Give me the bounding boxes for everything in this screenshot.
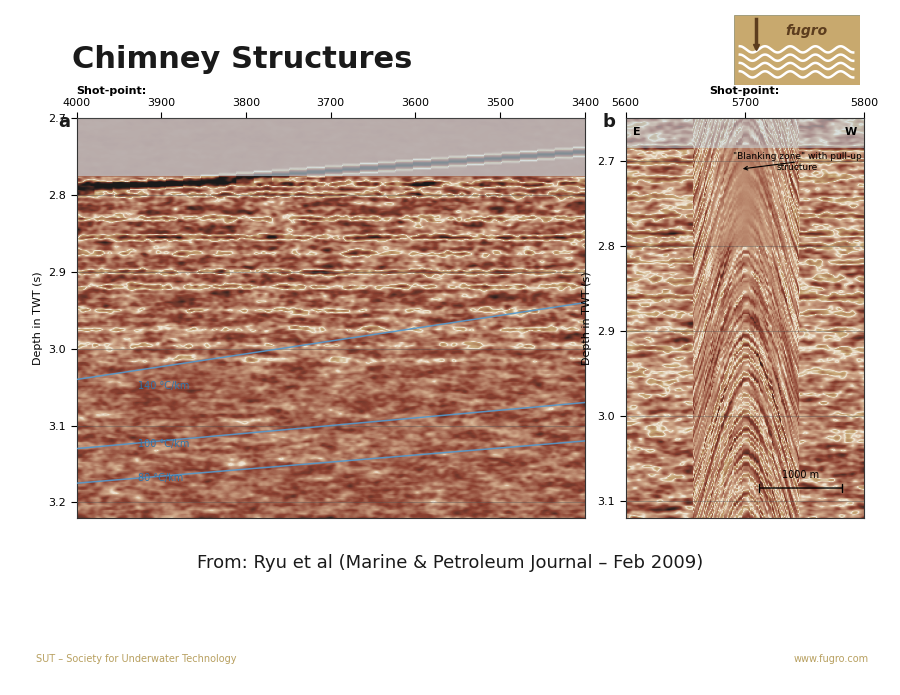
Text: a: a [58,113,70,131]
Text: fugro: fugro [786,24,828,38]
Text: Shot-point:: Shot-point: [76,86,146,96]
FancyBboxPatch shape [734,15,860,85]
Text: www.fugro.com: www.fugro.com [794,654,868,664]
Bar [76,118,585,176]
Text: Shot-point:: Shot-point: [709,86,779,96]
Text: 100 °C/km: 100 °C/km [138,439,189,448]
Bar [626,118,864,148]
Text: 1000 m: 1000 m [782,470,819,480]
Text: b: b [603,113,616,131]
Y-axis label: Depth in TWT (s): Depth in TWT (s) [581,271,591,365]
Text: From: Ryu et al (Marine & Petroleum Journal – Feb 2009): From: Ryu et al (Marine & Petroleum Jour… [197,554,703,572]
Text: 80 °C/km: 80 °C/km [138,473,183,483]
Text: Chimney Structures: Chimney Structures [72,45,412,74]
Y-axis label: Depth in TWT (s): Depth in TWT (s) [32,271,42,365]
Text: 140 °C/km: 140 °C/km [138,381,189,391]
Text: "Blanking zone" with pull-up
structure: "Blanking zone" with pull-up structure [733,152,861,172]
Text: SUT – Society for Underwater Technology: SUT – Society for Underwater Technology [36,654,237,664]
Text: W: W [845,127,857,137]
Text: E: E [633,127,640,137]
